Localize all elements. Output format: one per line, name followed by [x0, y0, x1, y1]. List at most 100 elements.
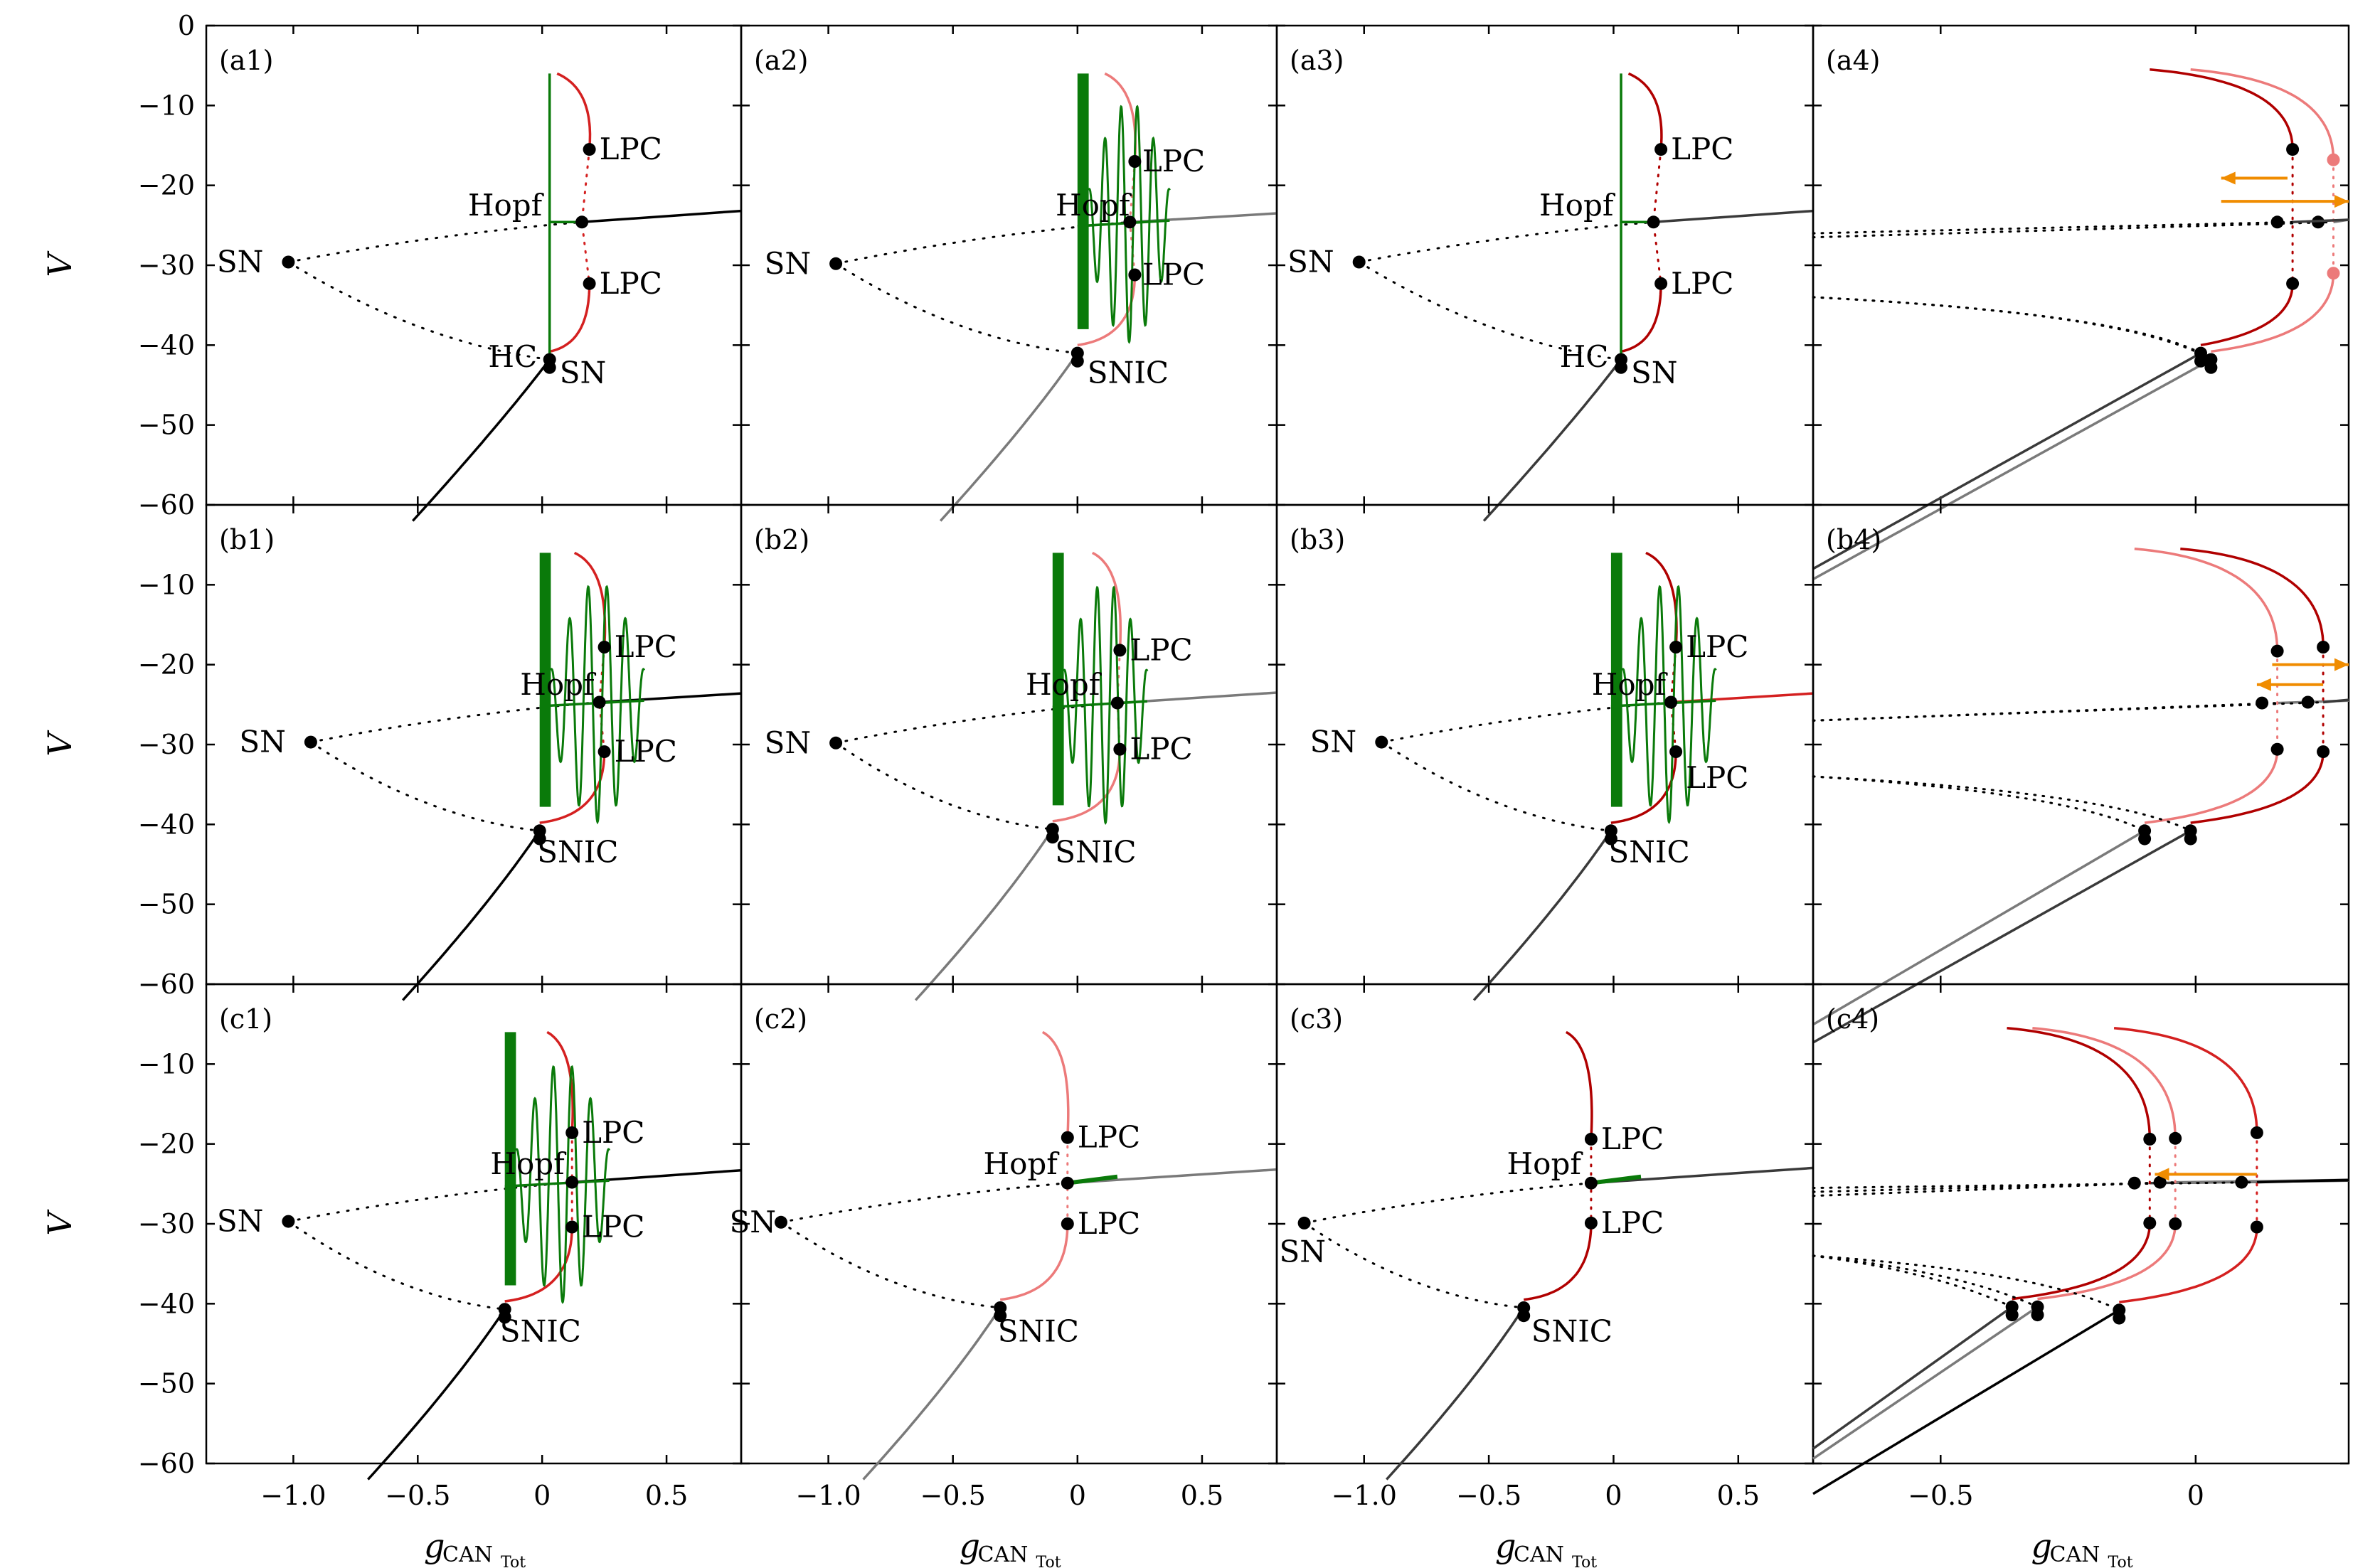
- periodic-upper-branch: [556, 72, 592, 150]
- panel-frame: [1812, 24, 2350, 506]
- x-tick-label: 0.5: [645, 1480, 688, 1511]
- point-label: LPC: [1130, 632, 1192, 667]
- hopf-point: [1123, 215, 1137, 229]
- sn-point: [282, 255, 295, 269]
- point-label: SNIC: [998, 1314, 1079, 1349]
- oscillation-trace: [1067, 1174, 1118, 1185]
- point-label: LPC: [1142, 257, 1205, 292]
- hopf-point: [1647, 215, 1660, 229]
- stable-lower-branch: [401, 830, 541, 1001]
- lpc-point: [1061, 1217, 1074, 1230]
- sn-point: [829, 736, 843, 750]
- point-label: Hopf: [983, 1146, 1060, 1181]
- point-label: SNIC: [537, 835, 618, 870]
- oscillation-trace: [1052, 700, 1148, 708]
- x-axis-title-sub: CAN: [442, 1542, 493, 1567]
- point-label: SN: [239, 725, 286, 759]
- unstable-lower-branch: [1380, 741, 1613, 832]
- periodic-upper-branch: [2032, 1027, 2177, 1138]
- lpc-point: [2143, 1216, 2157, 1230]
- lpc-point: [583, 143, 596, 156]
- periodic-upper-branch: [2180, 548, 2325, 648]
- periodic-lower-branch: [1610, 752, 1677, 824]
- unstable-upper-branch: [834, 220, 1131, 265]
- x-axis-title-main: g: [424, 1527, 445, 1565]
- x-tick-label: 0: [1605, 1480, 1622, 1511]
- panel-frame: [740, 983, 1278, 1465]
- lpc-point: [1669, 641, 1683, 654]
- y-tick-label: −50: [138, 410, 195, 441]
- bifurcation-point: [2184, 832, 2197, 846]
- unstable-upper-branch: [1812, 701, 2325, 722]
- stable-lower-branch: [1812, 1308, 2120, 1495]
- stable-upper-branch: [1653, 209, 1814, 224]
- x-axis-title-main: g: [1495, 1527, 1516, 1565]
- y-tick-label: −50: [138, 1368, 195, 1399]
- unstable-upper-branch: [1358, 220, 1655, 263]
- lpc-point: [1128, 155, 1142, 168]
- lpc-point: [2169, 1217, 2182, 1230]
- lpc-point: [1654, 277, 1668, 290]
- periodic-lower-branch: [2012, 1222, 2152, 1301]
- plot-root: 0 −10 −20 −30 −40 −50 −60 SN LPC Hopf LPC HC SN (a1) S…: [41, 10, 2350, 1568]
- sn-point: [829, 257, 843, 270]
- bifurcation-point: [994, 1309, 1007, 1323]
- periodic-upper-branch: [1627, 72, 1663, 150]
- periodic-upper-branch: [1041, 1030, 1070, 1138]
- periodic-lower-branch: [999, 1223, 1069, 1301]
- bifurcation-point: [2194, 354, 2207, 368]
- hopf-point: [2301, 695, 2315, 709]
- lpc-point: [2317, 745, 2330, 759]
- hopf-point: [2256, 696, 2269, 710]
- x-tick-label: −1.0: [1332, 1480, 1397, 1511]
- hopf-point: [593, 695, 606, 709]
- x-axis-title-sub: CAN: [2050, 1542, 2100, 1567]
- periodic-lower-branch: [2119, 1227, 2258, 1303]
- periodic-lower-branch: [2190, 752, 2325, 824]
- panel-label: (c4): [1826, 1003, 1879, 1035]
- shift-arrow-head: [2334, 195, 2349, 208]
- point-label: SN: [765, 246, 812, 281]
- sn-point: [304, 735, 317, 749]
- unstable-upper-branch: [1812, 1181, 2177, 1193]
- x-tick-label: −1.0: [260, 1480, 326, 1511]
- x-axis-title-subsub: Tot: [2108, 1554, 2133, 1568]
- panel-a2: SN LPC Hopf LPC SNIC (a2): [740, 24, 1278, 522]
- periodic-lower-branch: [1620, 283, 1662, 353]
- lpc-point: [2270, 644, 2284, 658]
- panel-b3: SN LPC Hopf LPC SNIC (b3): [1275, 503, 1815, 1001]
- oscillation-trace: [1088, 105, 1171, 344]
- y-tick-label: −40: [138, 329, 195, 361]
- panel-label: (b2): [754, 524, 809, 555]
- bifurcation-point: [2005, 1308, 2019, 1322]
- lpc-point: [2327, 153, 2340, 166]
- periodic-upper-branch: [1091, 551, 1122, 651]
- y-axis-title: V: [41, 1209, 79, 1236]
- point-label: Hopf: [1026, 667, 1103, 702]
- periodic-upper-branch: [2150, 68, 2294, 150]
- y-tick-label: −20: [138, 1129, 195, 1160]
- periodic-lower-branch: [504, 1227, 573, 1303]
- periodic-lower-branch: [1077, 274, 1137, 347]
- sn-point: [1352, 255, 1366, 269]
- periodic-lower-branch: [2211, 273, 2335, 353]
- oscillation-block: [1610, 553, 1622, 807]
- oscillation-block: [1077, 73, 1089, 329]
- bifurcation-point: [533, 832, 546, 846]
- lpc-point: [1113, 644, 1127, 657]
- hopf-point: [1061, 1176, 1074, 1190]
- panel-frame: [740, 503, 1278, 986]
- hopf-point: [2127, 1176, 2141, 1190]
- lpc-point: [2270, 742, 2284, 756]
- y-tick-label: −60: [138, 969, 195, 1000]
- unstable-lower-branch: [1812, 1254, 2014, 1308]
- oscillation-trace: [539, 699, 644, 708]
- periodic-lower-branch: [2200, 283, 2294, 347]
- stable-upper-branch: [581, 209, 742, 224]
- lpc-point: [1584, 1132, 1598, 1146]
- panel-b1: −10 −20 −30 −40 −50 −60 SN LPC Hopf LPC SNIC (b1): [138, 503, 743, 1001]
- lpc-point: [1584, 1216, 1598, 1230]
- unstable-lower-branch: [1812, 1254, 2039, 1308]
- x-axis-title-main: g: [2031, 1527, 2052, 1565]
